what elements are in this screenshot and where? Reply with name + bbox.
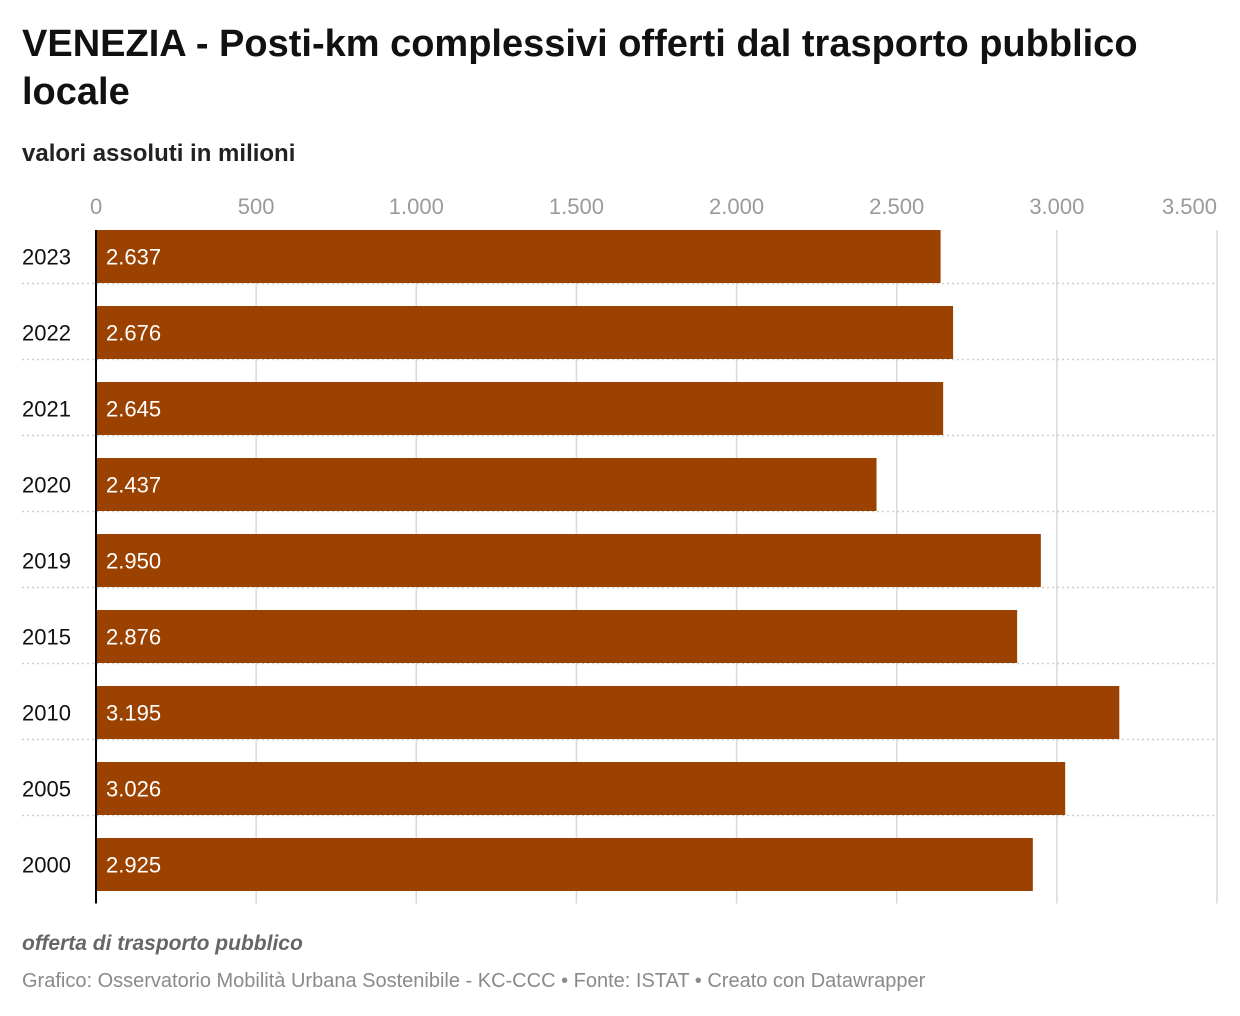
category-label: 2015 <box>22 625 71 650</box>
x-tick-label: 1.000 <box>389 194 444 219</box>
x-tick-label: 3.000 <box>1029 194 1084 219</box>
bar <box>96 458 877 511</box>
value-label: 2.645 <box>106 397 161 422</box>
bar <box>96 306 954 359</box>
x-tick-label: 2.000 <box>709 194 764 219</box>
category-label: 2021 <box>22 397 71 422</box>
value-label: 2.676 <box>106 321 161 346</box>
x-tick-label: 0 <box>90 194 102 219</box>
x-tick-label: 1.500 <box>549 194 604 219</box>
value-label: 2.925 <box>106 853 161 878</box>
category-label: 2020 <box>22 473 71 498</box>
bar <box>96 230 941 283</box>
bar <box>96 762 1066 815</box>
category-label: 2022 <box>22 321 71 346</box>
chart-credits: Grafico: Osservatorio Mobilità Urbana So… <box>22 970 926 992</box>
bar <box>96 838 1033 891</box>
category-label: 2005 <box>22 777 71 802</box>
bar <box>96 534 1041 587</box>
category-label: 2000 <box>22 853 71 878</box>
value-label: 2.876 <box>106 625 161 650</box>
x-tick-label: 2.500 <box>869 194 924 219</box>
x-tick-label: 500 <box>238 194 275 219</box>
value-label: 3.026 <box>106 777 161 802</box>
bar <box>96 686 1120 739</box>
bar <box>96 382 944 435</box>
value-label: 2.637 <box>106 245 161 270</box>
chart-subtitle: valori assoluti in milioni <box>22 140 296 167</box>
chart-title: VENEZIA - Posti-km complessivi offerti d… <box>22 23 1138 113</box>
bar-chart: 0 500 1.000 1.500 2.000 2.500 3.000 3.500 2023 2.… <box>22 194 1218 904</box>
category-label: 2010 <box>22 701 71 726</box>
value-label: 2.950 <box>106 549 161 574</box>
category-label: 2019 <box>22 549 71 574</box>
x-tick-label: 3.500 <box>1162 194 1217 219</box>
category-label: 2023 <box>22 245 71 270</box>
value-label: 3.195 <box>106 701 161 726</box>
value-label: 2.437 <box>106 473 161 498</box>
bar <box>96 610 1018 663</box>
chart-note: offerta di trasporto pubblico <box>22 932 303 955</box>
